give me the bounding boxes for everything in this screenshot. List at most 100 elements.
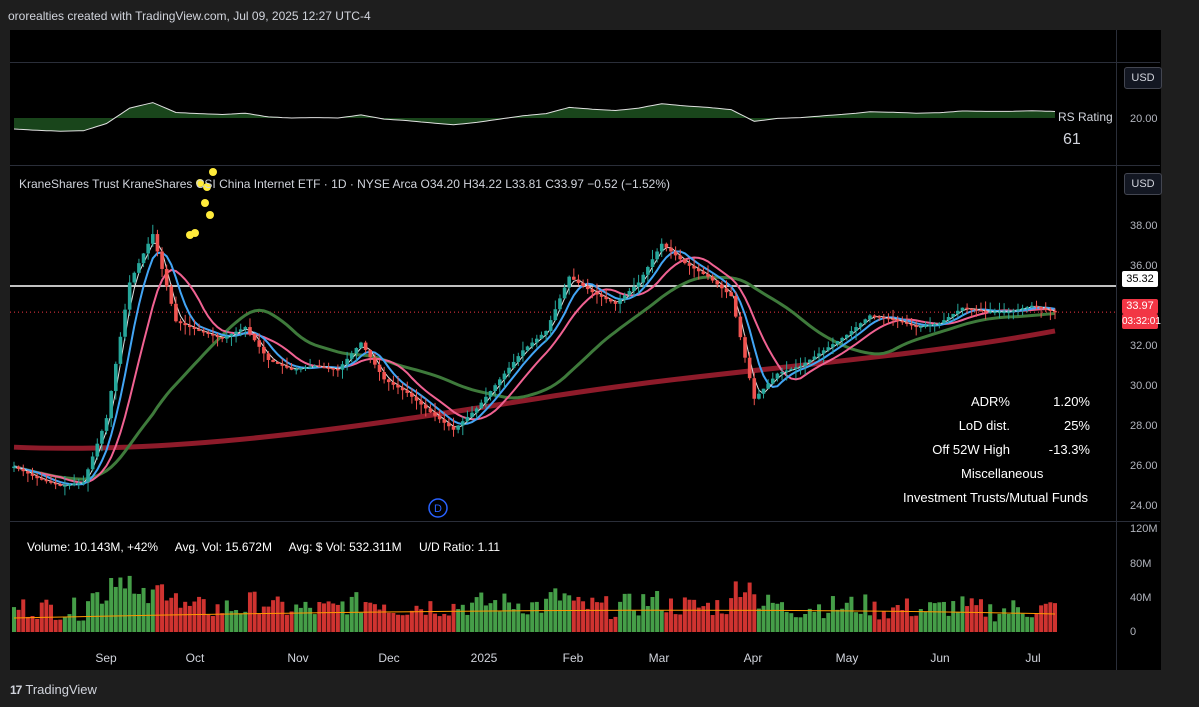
candle-body: [775, 373, 780, 379]
volume-bar: [247, 592, 252, 632]
rs-currency-button[interactable]: USD: [1124, 67, 1162, 89]
volume-bar: [1015, 607, 1020, 632]
candle-body: [664, 243, 669, 248]
candle-body: [567, 276, 571, 288]
candle-body: [891, 318, 895, 321]
candle-body: [609, 299, 613, 302]
price-currency-button[interactable]: USD: [1124, 173, 1162, 195]
volume-bar: [812, 611, 817, 632]
volume-bar: [409, 610, 414, 632]
candle-body: [211, 334, 215, 336]
candle-body: [326, 367, 331, 369]
volume-bar: [701, 606, 706, 632]
volume-bar: [872, 601, 877, 632]
candle-body: [437, 415, 442, 420]
candle-body: [733, 296, 738, 317]
volume-bar: [335, 604, 340, 632]
volume-bar: [520, 613, 525, 632]
volume-bar: [1029, 617, 1034, 632]
volume-bar: [16, 609, 21, 632]
candle-body: [886, 317, 891, 320]
volume-bar: [576, 596, 581, 632]
volume-bar: [978, 599, 983, 632]
chart-frame[interactable]: [10, 30, 1160, 670]
volume-bar: [206, 614, 211, 632]
candle-body: [26, 471, 30, 474]
candle-body: [155, 234, 160, 252]
volume-bar: [835, 609, 840, 632]
candle-body: [845, 334, 849, 338]
candle-body: [1011, 310, 1016, 312]
candle-body: [423, 404, 428, 409]
volume-bar: [451, 603, 456, 632]
candle-body: [234, 331, 238, 335]
candle-body: [960, 307, 965, 311]
volume-bar: [173, 593, 178, 632]
volume-bar: [488, 603, 493, 632]
candle-body: [613, 301, 618, 304]
volume-bar: [201, 599, 206, 632]
tradingview-logo[interactable]: 17 TradingView: [10, 682, 97, 697]
volume-bar: [372, 604, 377, 632]
candle-body: [780, 372, 784, 374]
candle-body: [895, 319, 900, 321]
volume-bar: [571, 600, 576, 632]
volume-bar: [386, 612, 391, 632]
candle-body: [983, 310, 988, 313]
volume-bar: [830, 596, 835, 632]
candle-body: [188, 325, 192, 328]
volume-bar: [349, 596, 354, 632]
candle-body: [299, 368, 303, 370]
volume-legend[interactable]: Volume: 10.143M, +42% Avg. Vol: 15.672M …: [27, 540, 514, 554]
volume-bar: [164, 600, 169, 632]
volume-bar: [941, 601, 946, 632]
volume-bar: [793, 617, 798, 632]
candle-body: [757, 393, 761, 399]
volume-bar: [664, 612, 669, 632]
price-axis-label: 28.00: [1130, 420, 1158, 432]
volume-bar: [67, 614, 72, 632]
volume-bar: [507, 602, 512, 632]
candle-body: [238, 329, 243, 332]
price-scale[interactable]: [1116, 30, 1161, 670]
volume-bar: [493, 600, 498, 632]
price-axis-label: 30.00: [1130, 380, 1158, 392]
candle-body: [849, 330, 854, 335]
candle-body: [877, 316, 881, 318]
candle-body: [752, 378, 757, 399]
candle-body: [743, 337, 747, 358]
candle-body: [67, 484, 72, 486]
volume-bar: [127, 575, 132, 632]
volume-bar: [803, 613, 808, 632]
candle-body: [44, 479, 49, 482]
volume-bar: [530, 602, 535, 632]
volume-bar: [923, 611, 928, 632]
candle-body: [585, 285, 590, 290]
candle-body: [576, 279, 581, 283]
volume-bar: [946, 615, 951, 632]
candle-body: [81, 482, 86, 484]
volume-bar: [557, 600, 562, 632]
volume-bar: [895, 605, 900, 632]
pane-divider[interactable]: [10, 165, 1160, 166]
volume-bar: [826, 612, 831, 632]
symbol-legend[interactable]: KraneShares Trust KraneShares CSI China …: [19, 177, 671, 191]
volume-bar: [271, 600, 276, 632]
volume-bar: [502, 593, 507, 632]
volume-bar: [298, 607, 303, 632]
volume-bar: [391, 612, 396, 632]
volume-bar: [460, 604, 465, 632]
pane-divider[interactable]: [10, 62, 1160, 63]
x-axis-tick-label: Feb: [563, 651, 584, 665]
volume-bar: [673, 614, 678, 632]
candle-body: [451, 426, 456, 430]
candle-body: [317, 365, 322, 368]
volume-bar: [150, 589, 155, 632]
volume-bar: [918, 609, 923, 632]
candle-body: [30, 473, 35, 476]
candle-body: [979, 310, 983, 312]
candle-body: [141, 253, 146, 264]
candle-body: [914, 325, 918, 328]
pane-divider[interactable]: [10, 521, 1160, 522]
